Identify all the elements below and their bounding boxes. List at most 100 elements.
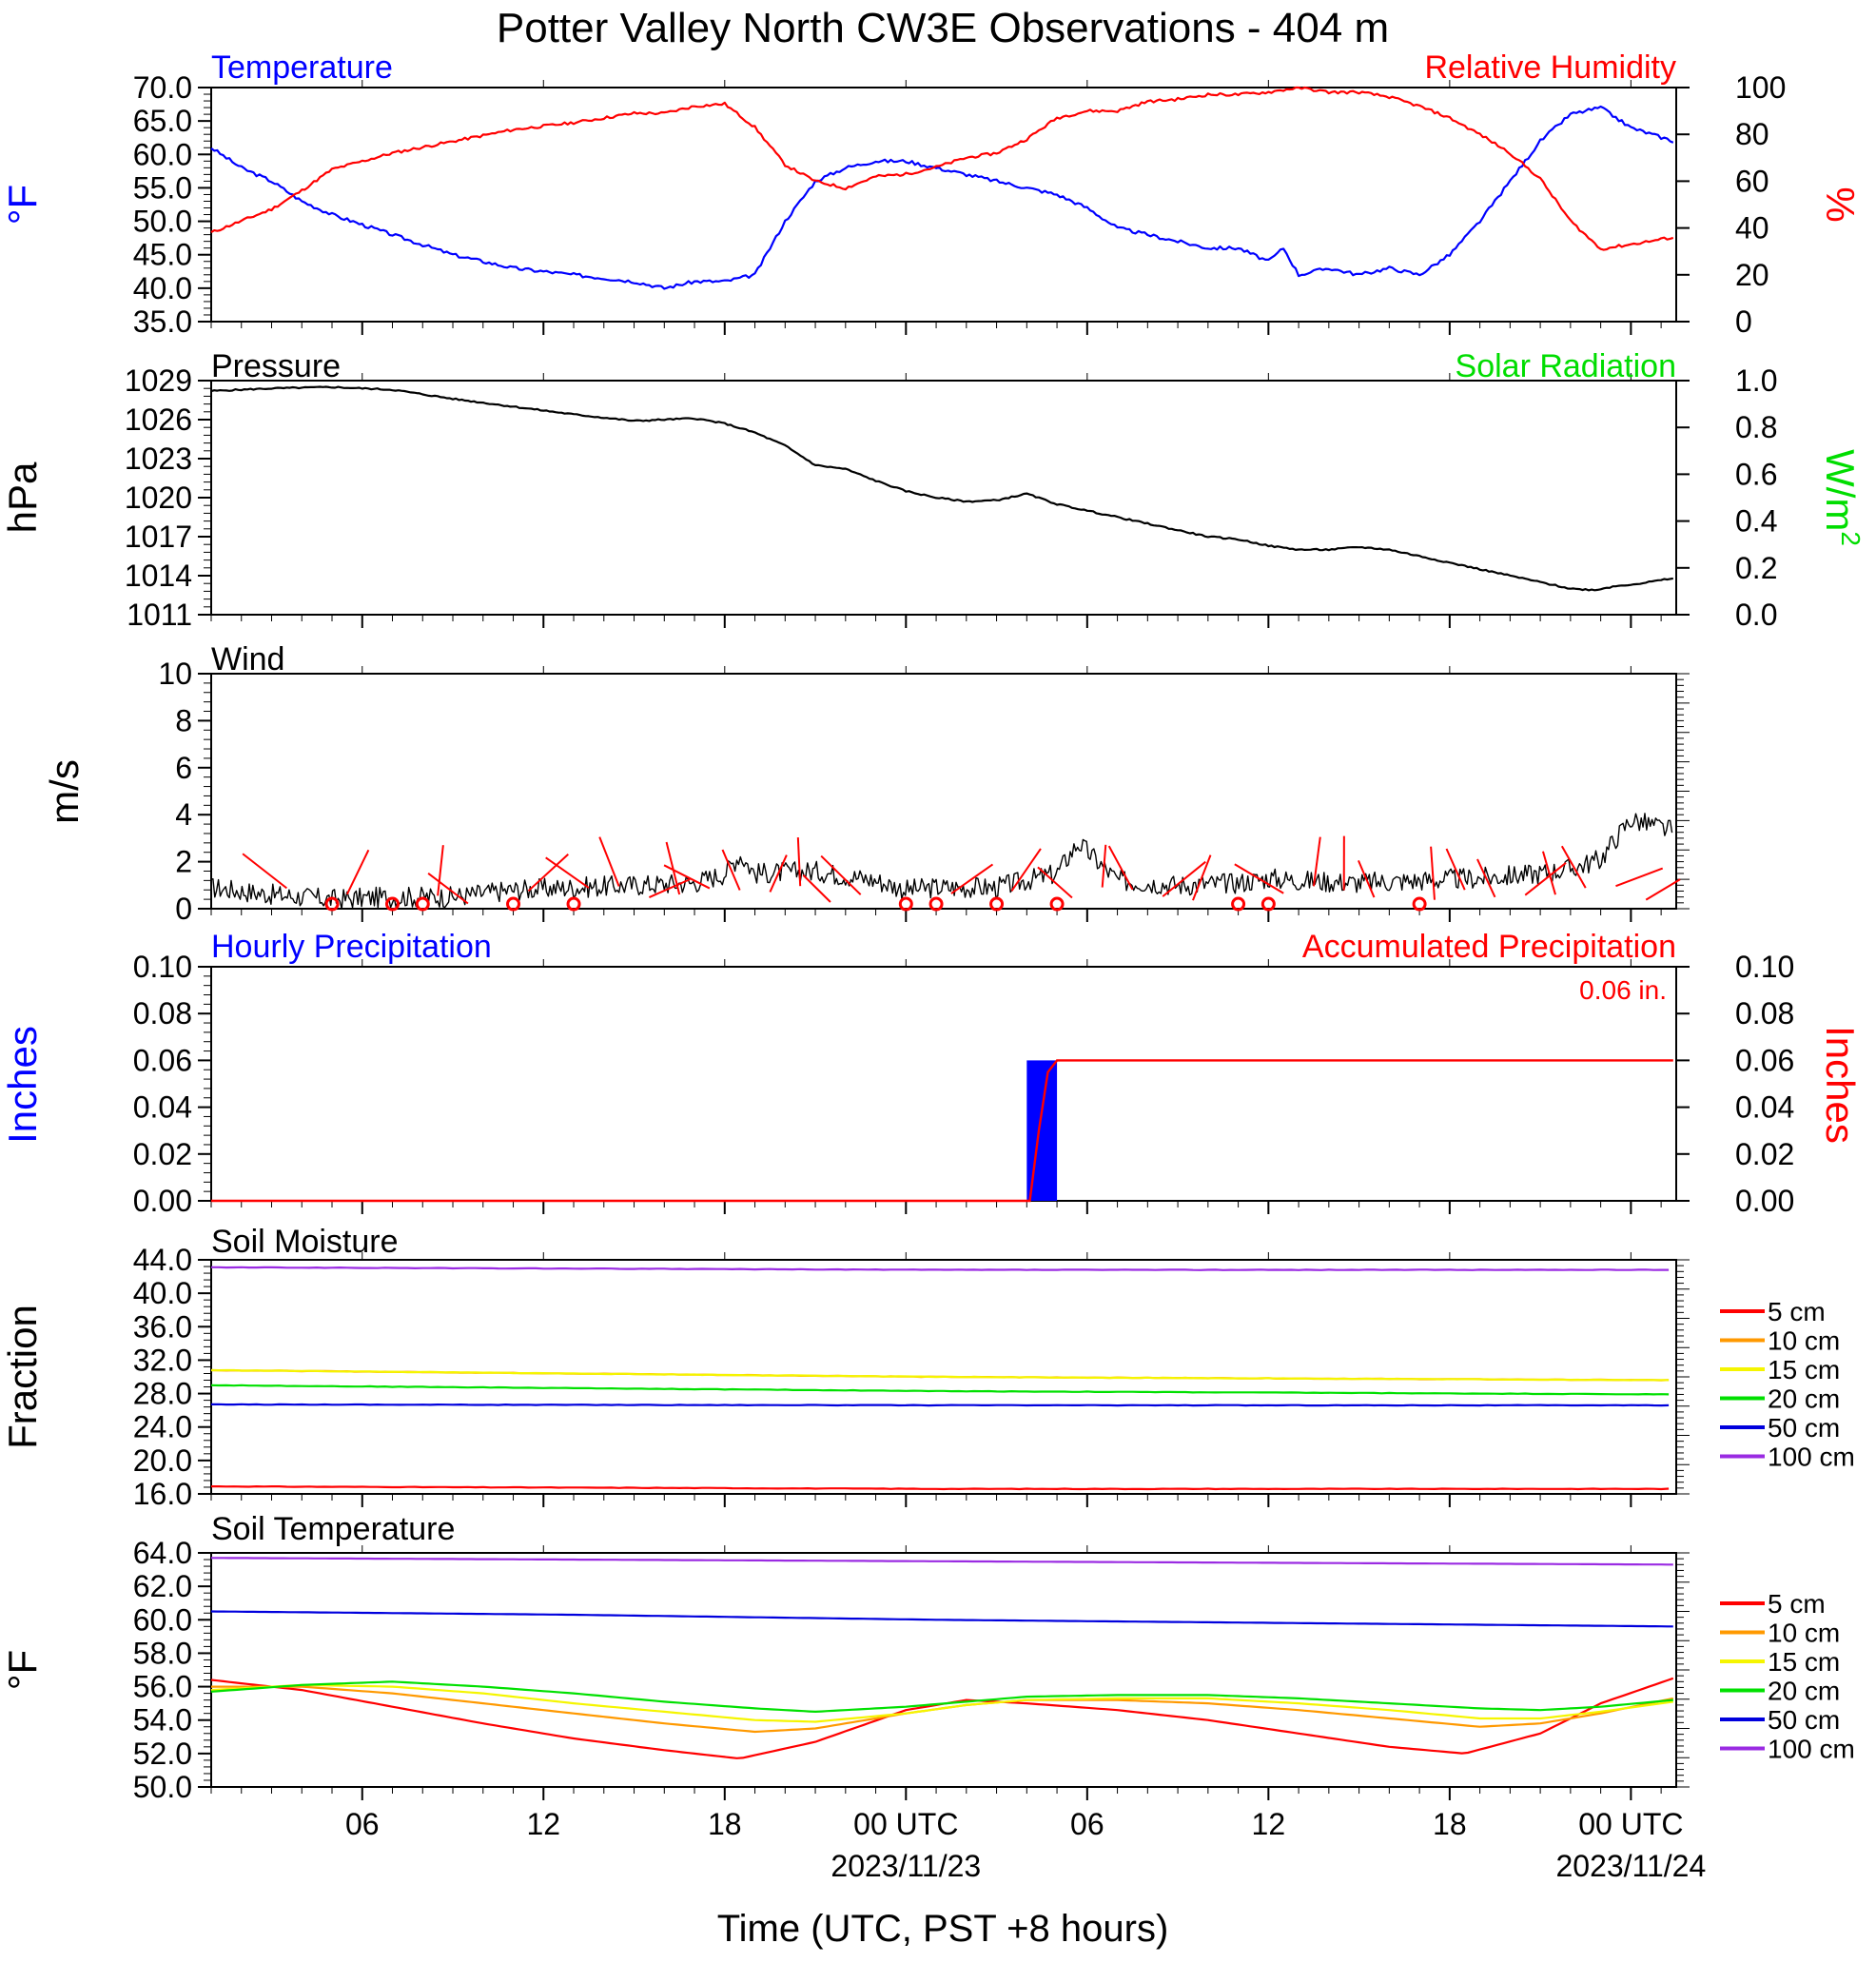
y-tick-label: 60.0 (133, 1602, 192, 1637)
y2-tick-label: 0.08 (1735, 996, 1794, 1031)
panel-temp_rh: 35.040.045.050.055.060.065.070.002040608… (133, 70, 1787, 339)
y2-tick-label: 0.0 (1735, 598, 1777, 632)
x-date-label: 2023/11/23 (831, 1849, 981, 1883)
y-tick-label: 20.0 (133, 1443, 192, 1478)
soil-temperature-line (211, 1558, 1673, 1564)
wind-barb (798, 837, 800, 886)
y-tick-label: 0.02 (133, 1137, 192, 1171)
x-date-label: 2023/11/24 (1555, 1849, 1706, 1883)
wind-barb (243, 854, 286, 888)
soil-temperature-line (211, 1612, 1673, 1627)
wind-barb (1615, 869, 1662, 887)
y-tick-label: 50.0 (133, 205, 192, 239)
legend-label: 20 cm (1768, 1384, 1840, 1414)
wind-barb (1358, 860, 1375, 897)
humidity-title: Relative Humidity (1424, 49, 1676, 86)
wind-barb (438, 845, 443, 895)
y2-tick-label: 20 (1735, 258, 1769, 292)
x-axis-title: Time (UTC, PST +8 hours) (717, 1908, 1169, 1950)
x-tick-label: 00 UTC (1578, 1807, 1683, 1841)
y-tick-label: 8 (175, 703, 192, 737)
y-axis-label: % (1818, 186, 1863, 222)
y-tick-label: 0.06 (133, 1043, 192, 1077)
legend-label: 5 cm (1768, 1589, 1826, 1619)
y-tick-label: 62.0 (133, 1569, 192, 1603)
y-axis-label: °F (0, 185, 45, 225)
y-axis-label: m/s (42, 759, 87, 824)
x-tick-label: 12 (526, 1807, 560, 1841)
wind-barb (1011, 849, 1041, 891)
y-tick-label: 35.0 (133, 304, 192, 339)
soil-moisture-line (211, 1486, 1669, 1489)
soil-moisture-line (211, 1370, 1669, 1381)
y-tick-label: 36.0 (133, 1309, 192, 1344)
y-tick-label: 32.0 (133, 1343, 192, 1377)
hourly-precip-title: Hourly Precipitation (211, 929, 492, 965)
y-tick-label: 40.0 (133, 1276, 192, 1310)
panel-pressure: 10111014101710201023102610290.00.20.40.6… (125, 363, 1778, 632)
soil-moisture-line (211, 1267, 1669, 1270)
wind-barb (546, 857, 589, 888)
y-axis-label: Fraction (0, 1305, 45, 1449)
legend-label: 50 cm (1768, 1413, 1840, 1443)
panel-soil_temp: 50.052.054.056.058.060.062.064.0 (133, 1536, 1690, 1804)
y-axis-label: Inches (1818, 1026, 1863, 1144)
y-tick-label: 0.00 (133, 1184, 192, 1218)
soil-moisture-line (211, 1385, 1669, 1395)
y2-tick-label: 0.04 (1735, 1090, 1794, 1125)
y2-tick-label: 0.4 (1735, 504, 1777, 539)
y-tick-label: 1011 (127, 598, 192, 632)
wind-barb (1431, 847, 1435, 900)
soil-moisture-line (211, 1404, 1669, 1405)
y2-tick-label: 0.8 (1735, 410, 1777, 444)
y-tick-label: 56.0 (133, 1670, 192, 1704)
wind-barb (1193, 855, 1211, 901)
legend-label: 50 cm (1768, 1705, 1840, 1735)
solar-title: Solar Radiation (1456, 348, 1676, 384)
wind-barb (428, 874, 468, 904)
y-tick-label: 1017 (125, 520, 192, 554)
y2-tick-label: 80 (1735, 117, 1769, 151)
y-tick-label: 0.08 (133, 996, 192, 1031)
y-tick-label: 1026 (125, 402, 192, 437)
accum-precip-line (211, 1060, 1673, 1201)
hourly-precip-bar (1026, 1060, 1057, 1201)
precip-total-label: 0.06 in. (1579, 975, 1667, 1005)
y-tick-label: 1023 (125, 442, 192, 476)
wind-barb (722, 850, 739, 890)
y2-tick-label: 0 (1735, 304, 1752, 339)
y-axis-label: °F (0, 1650, 45, 1690)
y-tick-label: 1020 (125, 481, 192, 515)
y-tick-label: 28.0 (133, 1377, 192, 1411)
y-tick-label: 45.0 (133, 238, 192, 272)
y-tick-label: 40.0 (133, 271, 192, 305)
soil-temperature-title: Soil Temperature (211, 1511, 455, 1547)
legend-label: 15 cm (1768, 1647, 1840, 1677)
y2-tick-label: 0.00 (1735, 1184, 1794, 1218)
y-tick-label: 64.0 (133, 1536, 192, 1570)
y-tick-label: 24.0 (133, 1410, 192, 1444)
legend-label: 10 cm (1768, 1326, 1840, 1356)
legend-label: 15 cm (1768, 1355, 1840, 1384)
solar-unit-superscript: 2 (1836, 531, 1866, 546)
solar-y-axis-label: W/m2 (1818, 449, 1866, 546)
wind-barb (347, 850, 368, 894)
x-tick-label: 00 UTC (853, 1807, 958, 1841)
y-tick-label: 4 (175, 797, 192, 832)
legend-label: 100 cm (1768, 1735, 1855, 1764)
accum-precip-title: Accumulated Precipitation (1302, 929, 1676, 965)
y-tick-label: 50.0 (133, 1770, 192, 1804)
y-tick-label: 58.0 (133, 1636, 192, 1670)
y2-tick-label: 100 (1735, 70, 1786, 105)
y-tick-label: 16.0 (133, 1477, 192, 1511)
y-tick-label: 0 (175, 892, 192, 926)
x-tick-label: 06 (1070, 1807, 1104, 1841)
y-tick-label: 1029 (125, 363, 192, 398)
y2-tick-label: 0.02 (1735, 1137, 1794, 1171)
panel-precip: 0.000.020.040.060.080.100.000.020.040.06… (133, 950, 1795, 1218)
legend-label: 100 cm (1768, 1443, 1855, 1472)
wind-title: Wind (211, 641, 284, 677)
legend-label: 10 cm (1768, 1619, 1840, 1648)
